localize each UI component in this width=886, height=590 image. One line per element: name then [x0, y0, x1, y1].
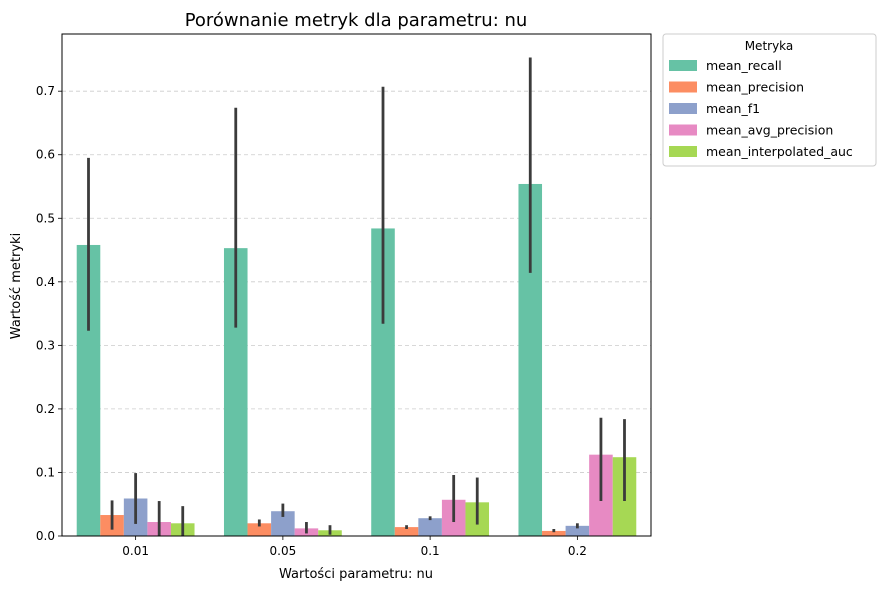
y-tick-label: 0.7 [36, 84, 55, 98]
bar-mean_recall-0.1 [371, 228, 395, 537]
legend-label-mean_interpolated_auc: mean_interpolated_auc [706, 144, 853, 159]
bar-mean_f1-0.2 [565, 525, 590, 536]
legend-title: Metryka [745, 39, 794, 53]
error-bars [87, 57, 626, 536]
bar-mean_precision-0.05 [247, 523, 272, 536]
legend-label-mean_avg_precision: mean_avg_precision [706, 123, 833, 138]
bar-mean_recall-0.01 [76, 244, 101, 536]
bar-mean_f1-0.05 [271, 511, 295, 536]
bar-mean_precision-0.1 [394, 527, 419, 536]
x-tick-label: 0.2 [568, 544, 587, 558]
legend-swatch-mean_precision [669, 81, 697, 93]
bar-mean_precision-0.2 [542, 530, 566, 536]
bars [76, 183, 637, 537]
x-axis-ticks: 0.01 0.05 0.1 0.2 [122, 536, 587, 558]
y-axis-ticks: 0.0 0.1 0.2 0.3 0.4 0.5 0.6 0.7 [36, 84, 62, 543]
legend-label-mean_recall: mean_recall [706, 58, 782, 73]
y-tick-label: 0.2 [36, 402, 55, 416]
legend-swatch-mean_interpolated_auc [669, 146, 697, 157]
y-tick-label: 0.3 [36, 338, 55, 352]
legend-label-mean_f1: mean_f1 [706, 101, 760, 116]
bar-mean_recall-0.2 [518, 183, 543, 537]
y-tick-label: 0.5 [36, 211, 55, 225]
legend-swatch-mean_avg_precision [669, 124, 697, 136]
legend-swatch-mean_f1 [669, 103, 697, 114]
x-tick-label: 0.05 [270, 544, 297, 558]
x-axis-label: Wartości parametru: nu [279, 567, 433, 582]
plot-frame [61, 33, 652, 537]
legend-label-mean_precision: mean_precision [706, 80, 804, 95]
y-tick-label: 0.6 [36, 148, 55, 162]
y-axis-label: Wartość metryki [9, 233, 24, 339]
y-tick-label: 0.1 [36, 465, 55, 479]
bar-mean_recall-0.05 [223, 248, 248, 537]
y-tick-label: 0.0 [36, 529, 55, 543]
bar-mean_f1-0.1 [418, 518, 442, 536]
x-tick-label: 0.1 [421, 544, 440, 558]
grid-lines [62, 90, 651, 473]
y-tick-label: 0.4 [36, 275, 55, 289]
chart-title: Porównanie metryk dla parametru: nu [185, 10, 528, 31]
x-tick-label: 0.01 [122, 544, 149, 558]
legend-box [662, 33, 877, 167]
legend: Metryka mean_recall mean_precision mean_f1… [662, 33, 877, 167]
legend-swatch-mean_recall [669, 60, 697, 71]
